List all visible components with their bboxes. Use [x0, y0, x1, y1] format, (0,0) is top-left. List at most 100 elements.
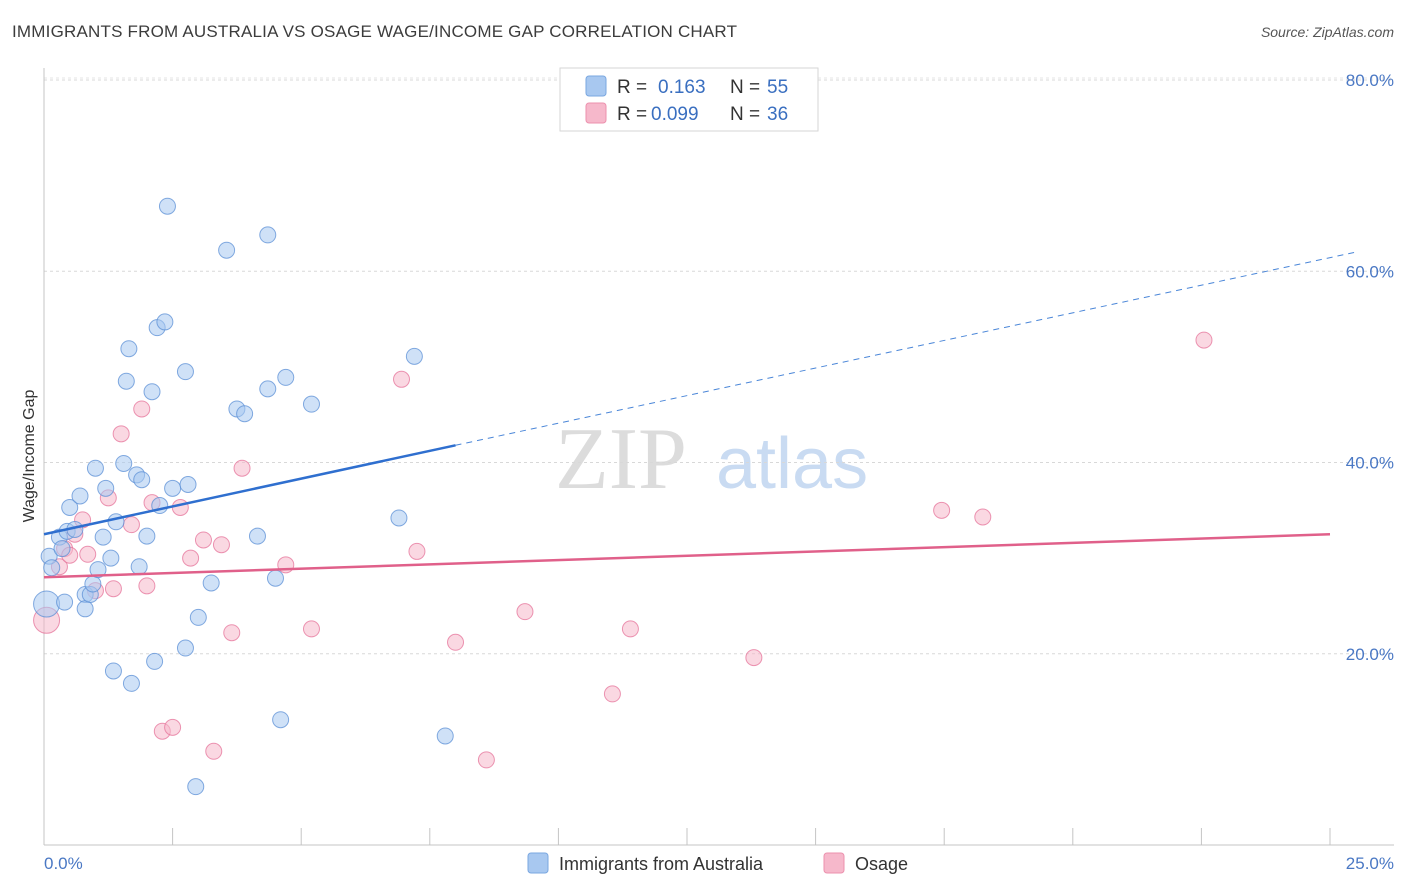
australia-point: [53, 540, 71, 558]
australia-trend-line: [43, 444, 456, 536]
australia-point: [120, 340, 138, 358]
osage-point: [194, 531, 212, 549]
australia-point: [89, 561, 107, 579]
australia-point: [187, 778, 205, 796]
legend-n-value-2: 36: [767, 104, 788, 125]
australia-point: [61, 498, 79, 516]
legend-n-label-1: N =: [730, 77, 760, 98]
australia-point: [248, 527, 266, 545]
australia-point: [272, 711, 290, 729]
osage-point: [138, 577, 156, 595]
osage-point: [79, 545, 97, 563]
osage-point: [182, 549, 200, 567]
y-axis-title: Wage/Income Gap: [21, 390, 38, 523]
osage-point: [393, 370, 411, 388]
y-tick-label: 80.0%: [1346, 71, 1394, 90]
y-tick-label: 40.0%: [1346, 454, 1394, 473]
australia-point: [76, 600, 94, 618]
australia-point: [86, 459, 104, 477]
osage-point: [408, 542, 426, 560]
australia-point: [33, 590, 61, 618]
australia-point: [189, 608, 207, 626]
y-tick-label: 60.0%: [1346, 262, 1394, 281]
osage-point: [171, 498, 189, 516]
osage-point: [603, 685, 621, 703]
osage-point: [133, 400, 151, 418]
australia-point: [179, 475, 197, 493]
australia-point: [390, 509, 408, 527]
australia-point: [266, 569, 284, 587]
australia-point: [302, 395, 320, 413]
legend-n-label-2: N =: [730, 104, 760, 125]
osage-point: [745, 649, 763, 667]
australia-point: [97, 479, 115, 497]
osage-point: [233, 459, 251, 477]
y-axis-tick-labels: 20.0% 40.0% 60.0% 80.0%: [1346, 71, 1394, 664]
osage-point: [212, 536, 230, 554]
osage-point: [302, 620, 320, 638]
watermark-zip: ZIP: [555, 411, 687, 508]
series-legend: Immigrants from Australia Osage: [527, 852, 908, 874]
australia-trend-extension: [455, 251, 1356, 446]
osage-point: [516, 603, 534, 621]
australia-point: [130, 558, 148, 576]
australia-point: [236, 405, 254, 423]
osage-point: [164, 718, 182, 736]
osage-point: [112, 425, 130, 443]
x-axis-ticks: [43, 828, 1331, 845]
osage-point: [122, 516, 140, 534]
osage-point: [447, 633, 465, 651]
y-tick-label: 20.0%: [1346, 645, 1394, 664]
australia-point: [117, 372, 135, 390]
grid-lines: [44, 77, 1394, 655]
stats-legend: R = 0.163 N = 55 R = 0.099 N = 36: [559, 67, 819, 132]
legend-r-label-1: R =: [617, 77, 647, 98]
australia-point: [43, 559, 61, 577]
bottom-legend-label-osage: Osage: [855, 854, 908, 874]
australia-point: [56, 593, 74, 611]
australia-point: [94, 528, 112, 546]
australia-point: [277, 368, 295, 386]
legend-r-value-1: 0.163: [658, 77, 706, 98]
osage-point: [205, 742, 223, 760]
osage-point: [1195, 331, 1213, 349]
australia-point: [146, 652, 164, 670]
legend-swatch-australia: [585, 75, 607, 97]
legend-swatch-osage: [585, 102, 607, 124]
osage-point: [477, 751, 495, 769]
australia-point: [158, 197, 176, 215]
osage-trend-line: [43, 532, 1331, 579]
australia-point: [405, 347, 423, 365]
osage-point: [223, 624, 241, 642]
x-tick-label-max: 25.0%: [1346, 854, 1394, 873]
osage-point: [621, 620, 639, 638]
australia-point: [176, 639, 194, 657]
bottom-legend-swatch-australia: [527, 852, 549, 874]
watermark: ZIP atlas: [555, 411, 868, 508]
australia-point: [202, 574, 220, 592]
australia-point: [164, 479, 182, 497]
australia-point: [84, 575, 102, 593]
legend-r-label-2: R =: [617, 104, 647, 125]
trend-lines: [43, 251, 1356, 579]
australia-point: [71, 487, 89, 505]
australia-point: [176, 363, 194, 381]
australia-point: [436, 727, 454, 745]
source-credit: Source: ZipAtlas.com: [1260, 24, 1394, 40]
australia-point: [122, 674, 140, 692]
australia-point: [104, 662, 122, 680]
australia-point: [218, 241, 236, 259]
osage-point: [933, 501, 951, 519]
legend-n-value-1: 55: [767, 77, 788, 98]
australia-point: [115, 454, 133, 472]
australia-point: [143, 383, 161, 401]
bottom-legend-swatch-osage: [823, 852, 845, 874]
watermark-atlas: atlas: [716, 424, 868, 504]
australia-point: [156, 313, 174, 331]
osage-point: [974, 508, 992, 526]
x-tick-label-min: 0.0%: [44, 854, 83, 873]
australia-point: [133, 471, 151, 489]
osage-points: [33, 331, 1213, 769]
chart-title: IMMIGRANTS FROM AUSTRALIA VS OSAGE WAGE/…: [12, 22, 738, 41]
